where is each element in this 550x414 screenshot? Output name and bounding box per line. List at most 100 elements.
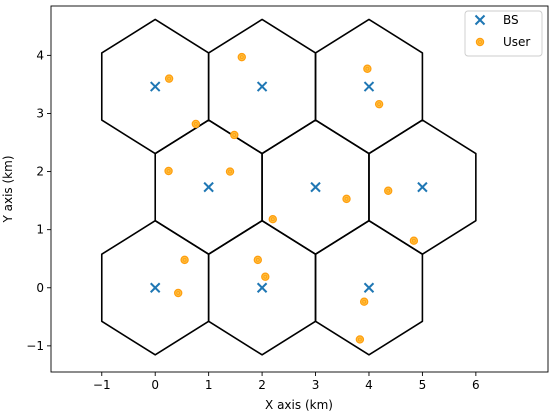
user-marker-inner	[365, 66, 370, 71]
user-point-4	[261, 272, 270, 281]
x-tick-label: 4	[365, 378, 373, 392]
x-tick-label: 6	[472, 378, 480, 392]
user-marker-outer	[230, 130, 239, 140]
user-point-5	[359, 297, 369, 306]
user-point-7	[164, 166, 173, 176]
bs-point-6	[417, 181, 428, 193]
user-marker-outer	[173, 288, 183, 298]
bs-marker-stroke	[417, 181, 428, 193]
y-tick-label: 2	[36, 165, 44, 179]
bs-marker-stroke	[363, 282, 375, 293]
user-marker-outer	[409, 236, 419, 245]
user-marker-outer	[268, 215, 277, 224]
bs-marker-stroke	[150, 282, 161, 293]
data-points	[150, 52, 428, 344]
legend-user-label: User	[503, 35, 530, 49]
legend-bs-label: BS	[503, 13, 519, 27]
bs-point-9	[363, 81, 375, 92]
user-marker-inner	[193, 122, 198, 126]
user-marker-inner	[478, 40, 482, 44]
user-marker-inner	[232, 133, 237, 137]
user-marker-inner	[239, 55, 244, 60]
user-point-16	[237, 52, 246, 62]
legend-bs-marker-icon	[474, 14, 486, 26]
user-marker-outer	[191, 119, 201, 129]
bs-marker-stroke	[203, 181, 214, 193]
user-point-8	[225, 167, 235, 176]
x-tick-label: 3	[312, 378, 320, 392]
user-marker-outer	[180, 255, 189, 265]
x-axis-label: X axis (km)	[265, 398, 333, 412]
x-axis-ticks: −1 0 1 2 3 4 5 6	[93, 372, 480, 392]
legend-user-marker-icon	[475, 37, 485, 47]
y-tick-label: 1	[36, 223, 44, 237]
user-marker-outer	[164, 166, 173, 176]
bs-marker-stroke	[256, 282, 268, 293]
x-tick-label: −1	[93, 378, 111, 392]
y-tick-label: −1	[26, 339, 44, 353]
y-axis-label: Y axis (km)	[1, 155, 15, 223]
user-marker-inner	[255, 257, 260, 262]
user-marker-outer	[355, 335, 365, 344]
user-marker-inner	[357, 337, 362, 342]
user-point-14	[191, 119, 201, 129]
user-marker-outer	[342, 194, 351, 204]
user-marker-inner	[362, 299, 367, 304]
user-marker-inner	[411, 238, 416, 243]
user-marker-inner	[270, 217, 275, 222]
user-marker-outer	[363, 64, 372, 73]
x-tick-label: 0	[151, 378, 159, 392]
y-tick-label: 3	[36, 106, 44, 120]
user-marker-outer	[359, 297, 369, 306]
user-marker-outer	[261, 272, 270, 281]
user-marker-inner	[344, 196, 349, 201]
bs-marker-stroke	[310, 181, 321, 193]
user-marker-inner	[263, 274, 268, 279]
bs-point-2	[256, 282, 268, 293]
plot-frame	[50, 5, 549, 373]
user-point-13	[164, 74, 174, 83]
user-point-15	[230, 130, 239, 140]
user-marker-outer	[374, 99, 384, 109]
user-point-6	[355, 335, 365, 344]
user-point-1	[180, 255, 189, 265]
user-marker-outer	[225, 167, 235, 176]
user-marker-inner	[166, 169, 171, 173]
user-point-10	[342, 194, 351, 204]
bs-point-5	[310, 181, 321, 193]
bs-point-3	[363, 282, 375, 293]
bs-marker-stroke	[363, 81, 375, 92]
bs-point-1	[150, 282, 161, 293]
y-tick-label: 4	[36, 48, 44, 62]
x-tick-label: 1	[205, 378, 213, 392]
user-marker-outer	[384, 186, 393, 195]
legend-user-marker	[475, 37, 485, 47]
user-point-12	[409, 236, 419, 245]
user-marker-outer	[164, 74, 174, 83]
bs-point-8	[256, 81, 268, 92]
bs-point-4	[203, 181, 214, 193]
bs-point-7	[150, 81, 161, 92]
user-marker-inner	[386, 188, 391, 193]
user-marker-inner	[182, 257, 187, 262]
user-point-3	[253, 255, 263, 265]
user-marker-outer	[253, 255, 263, 265]
user-marker-inner	[377, 102, 382, 107]
user-point-17	[363, 64, 372, 73]
bs-marker-stroke	[474, 14, 486, 26]
legend-box	[464, 10, 543, 57]
x-tick-label: 5	[419, 378, 427, 392]
x-tick-label: 2	[258, 378, 266, 392]
user-point-11	[384, 186, 393, 195]
hexagon-cell-9	[314, 18, 424, 155]
user-marker-outer	[475, 37, 485, 47]
user-marker-outer	[237, 52, 246, 62]
user-point-9	[268, 215, 277, 224]
bs-marker-stroke	[256, 81, 268, 92]
hexagon-cells	[100, 18, 477, 356]
user-marker-inner	[228, 169, 232, 174]
y-tick-label: 0	[36, 281, 44, 295]
legend: BS User	[464, 10, 543, 57]
legend-bs-marker	[474, 14, 486, 26]
